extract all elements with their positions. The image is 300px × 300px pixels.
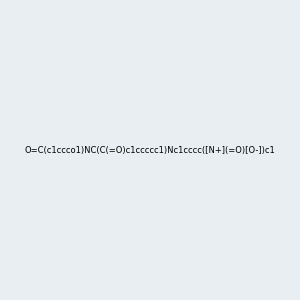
Text: O=C(c1ccco1)NC(C(=O)c1ccccc1)Nc1cccc([N+](=O)[O-])c1: O=C(c1ccco1)NC(C(=O)c1ccccc1)Nc1cccc([N+… xyxy=(25,146,275,154)
